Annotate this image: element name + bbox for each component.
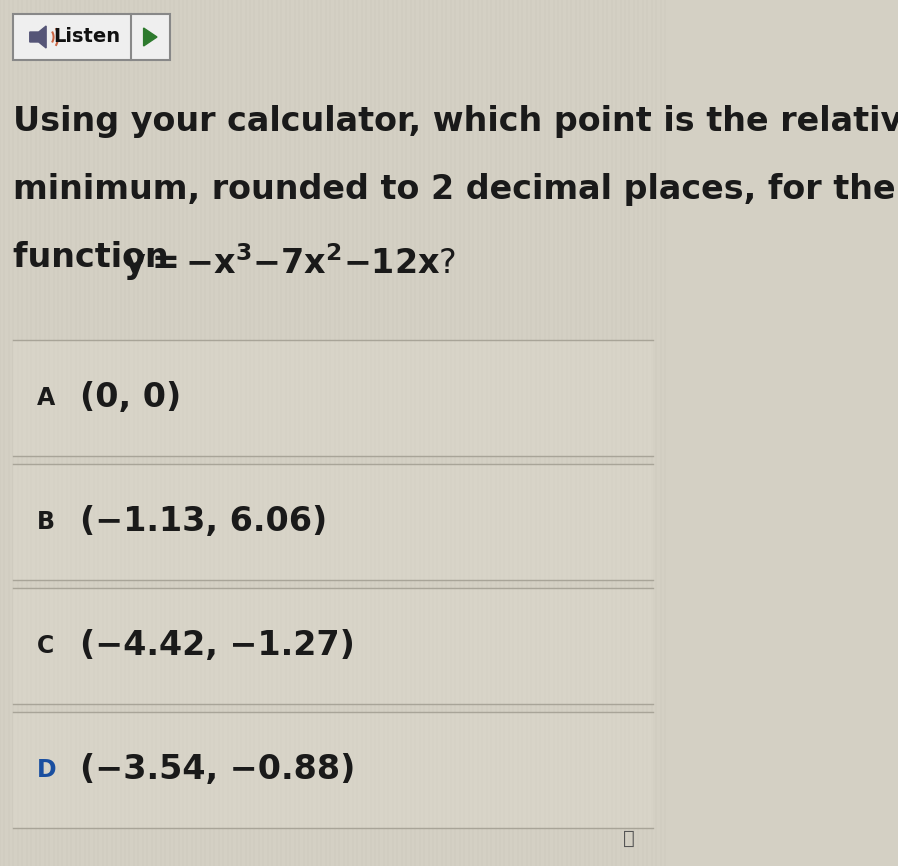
- Polygon shape: [30, 26, 46, 48]
- Text: 🖐: 🖐: [623, 829, 635, 848]
- Text: (−1.13, 6.06): (−1.13, 6.06): [80, 506, 328, 539]
- Bar: [13, 340, 653, 456]
- Text: (0, 0): (0, 0): [80, 382, 181, 415]
- Bar: [13, 464, 653, 580]
- Text: D: D: [37, 758, 57, 782]
- Text: $\mathbf{y{=}{-}x^3{-}7x^2{-}12x}$?: $\mathbf{y{=}{-}x^3{-}7x^2{-}12x}$?: [123, 241, 456, 283]
- Text: (−4.42, −1.27): (−4.42, −1.27): [80, 630, 356, 662]
- Bar: [13, 588, 653, 704]
- Text: Listen: Listen: [54, 28, 120, 47]
- Text: B: B: [37, 510, 55, 534]
- Text: C: C: [37, 634, 55, 658]
- Bar: [13, 14, 170, 60]
- Text: (−3.54, −0.88): (−3.54, −0.88): [80, 753, 356, 786]
- Text: A: A: [37, 386, 56, 410]
- Text: Using your calculator, which point is the relative: Using your calculator, which point is th…: [13, 105, 898, 138]
- Text: minimum, rounded to 2 decimal places, for the: minimum, rounded to 2 decimal places, fo…: [13, 173, 896, 206]
- Text: function: function: [13, 241, 180, 274]
- Bar: [13, 712, 653, 828]
- Polygon shape: [144, 28, 157, 46]
